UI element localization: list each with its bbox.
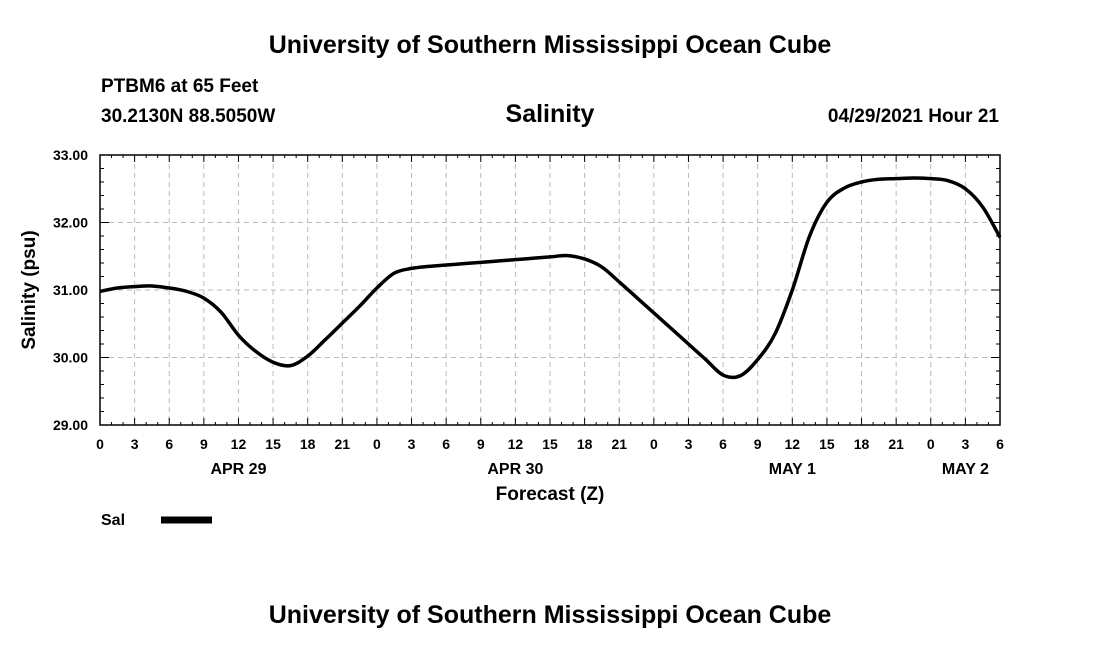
x-tick-label: 3 [131, 436, 139, 452]
x-tick-label: 3 [685, 436, 693, 452]
x-tick-label: 12 [785, 436, 801, 452]
x-tick-label: 0 [650, 436, 658, 452]
x-tick-label: 6 [719, 436, 727, 452]
y-tick-label: 29.00 [53, 417, 88, 433]
axis-labels: 0 3 6 9 12 15 18 21 0 3 6 9 12 15 18 21 0 3 6 9 12 15 18 21 0 3 6 2… [53, 147, 1004, 478]
x-tick-label: 21 [888, 436, 904, 452]
x-tick-label: 0 [927, 436, 935, 452]
x-tick-label: 9 [477, 436, 485, 452]
date-label: MAY 2 [942, 461, 989, 478]
y-tick-label: 32.00 [53, 215, 88, 231]
legend-label-sal: Sal [101, 512, 125, 529]
datetime-label: 04/29/2021 Hour 21 [827, 106, 999, 127]
x-tick-label: 6 [996, 436, 1004, 452]
x-tick-label: 9 [200, 436, 208, 452]
chart-title-bottom: University of Southern Mississippi Ocean… [268, 601, 832, 629]
x-tick-label: 15 [265, 436, 281, 452]
series-line-sal [99, 176, 1002, 380]
y-tick-label: 33.00 [53, 147, 88, 163]
x-tick-label: 6 [165, 436, 173, 452]
station-label: PTBM6 at 65 Feet [101, 76, 259, 97]
x-tick-label: 21 [611, 436, 627, 452]
x-tick-label: 0 [96, 436, 104, 452]
series-layer [99, 176, 1002, 380]
x-tick-label: 15 [819, 436, 835, 452]
x-tick-label: 3 [408, 436, 416, 452]
chart-title-top: University of Southern Mississippi Ocean… [268, 31, 832, 59]
x-tick-label: 15 [542, 436, 558, 452]
x-tick-label: 3 [961, 436, 969, 452]
date-label: APR 30 [487, 461, 543, 478]
x-tick-label: 12 [508, 436, 524, 452]
x-tick-label: 21 [335, 436, 351, 452]
x-axis-label: Forecast (Z) [496, 484, 605, 505]
variable-title: Salinity [505, 100, 595, 128]
coordinates-label: 30.2130N 88.5050W [101, 106, 276, 127]
x-tick-label: 6 [442, 436, 450, 452]
x-tick-label: 0 [373, 436, 381, 452]
x-tick-label: 18 [854, 436, 870, 452]
grid-lines [100, 155, 1000, 425]
x-tick-label: 12 [231, 436, 247, 452]
y-tick-label: 31.00 [53, 282, 88, 298]
x-tick-label: 18 [300, 436, 316, 452]
y-tick-label: 30.00 [53, 350, 88, 366]
y-axis-label: Salinity (psu) [19, 230, 40, 349]
x-tick-label: 18 [577, 436, 593, 452]
x-tick-label: 9 [754, 436, 762, 452]
date-label: MAY 1 [769, 461, 816, 478]
date-label: APR 29 [210, 461, 266, 478]
